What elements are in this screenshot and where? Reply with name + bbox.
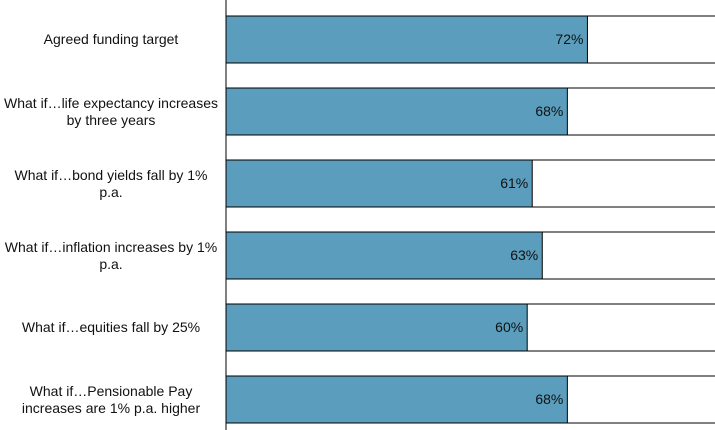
category-label: What if…Pensionable Pay increases are 1%… xyxy=(21,382,201,416)
bar xyxy=(225,303,528,352)
category-label: What if…bond yields fall by 1% p.a. xyxy=(14,166,208,200)
bar xyxy=(225,159,533,208)
value-label: 61% xyxy=(500,175,528,191)
value-label: 60% xyxy=(495,319,523,335)
category-label: What if…life expectancy increases by thr… xyxy=(4,94,218,128)
category-label: Agreed funding target xyxy=(43,31,179,47)
category-label: What if…equities fall by 25% xyxy=(21,319,201,335)
category-label: What if…inflation increases by 1% p.a. xyxy=(4,238,218,272)
bar xyxy=(225,87,568,136)
value-label: 72% xyxy=(555,31,583,47)
bar xyxy=(225,375,568,424)
value-label: 68% xyxy=(535,103,563,119)
bar xyxy=(225,15,588,64)
value-label: 68% xyxy=(535,391,563,407)
value-label: 63% xyxy=(510,247,538,263)
bar xyxy=(225,231,543,280)
